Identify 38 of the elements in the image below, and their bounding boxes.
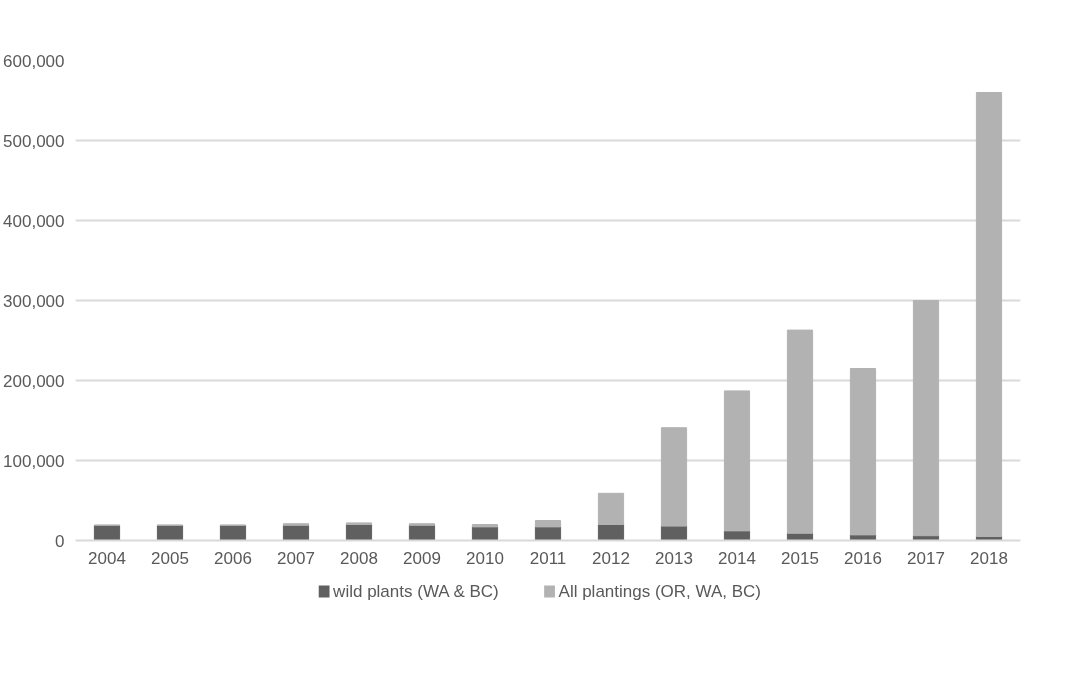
bar: [345, 524, 373, 541]
bar: [786, 329, 814, 534]
bar: [597, 524, 625, 541]
x-tick-label: 2012: [592, 548, 630, 568]
y-tick-label: 400,000: [3, 211, 65, 231]
x-tick-label: 2016: [844, 548, 882, 568]
legend-label: wild plants (WA & BC): [332, 582, 499, 601]
bar: [471, 524, 499, 528]
bar: [597, 492, 625, 525]
bar: [534, 520, 562, 528]
y-tick-label: 500,000: [3, 131, 65, 151]
bar: [912, 300, 940, 537]
y-tick-label: 200,000: [3, 371, 65, 391]
y-tick-label: 100,000: [3, 451, 65, 471]
legend-label: All plantings (OR, WA, BC): [558, 582, 762, 601]
x-tick-label: 2006: [214, 548, 252, 568]
x-tick-label: 2008: [340, 548, 378, 568]
x-tick-label: 2018: [970, 548, 1008, 568]
y-tick-label: 300,000: [3, 291, 65, 311]
bar: [156, 524, 184, 541]
bar: [93, 524, 121, 541]
x-tick-label: 2004: [88, 548, 126, 568]
bar: [219, 524, 247, 541]
x-tick-label: 2005: [151, 548, 189, 568]
x-tick-label: 2017: [907, 548, 945, 568]
x-tick-label: 2015: [781, 548, 819, 568]
bar: [849, 368, 877, 536]
x-tick-label: 2007: [277, 548, 315, 568]
bar: [660, 427, 688, 527]
x-tick-label: 2010: [466, 548, 504, 568]
x-tick-label: 2013: [655, 548, 693, 568]
y-tick-label: 0: [55, 531, 65, 551]
x-tick-label: 2011: [529, 548, 567, 568]
x-tick-label: 2014: [718, 548, 756, 568]
bar: [723, 390, 751, 532]
x-tick-label: 2009: [403, 548, 441, 568]
bar: [975, 92, 1003, 537]
y-tick-label: 600,000: [3, 51, 65, 71]
